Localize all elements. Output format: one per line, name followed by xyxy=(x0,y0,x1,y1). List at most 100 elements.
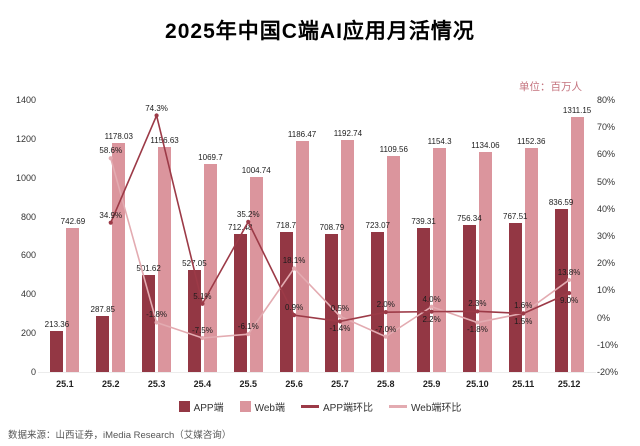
legend-label: APP端环比 xyxy=(323,403,374,414)
bar-app xyxy=(96,316,110,372)
bar-web xyxy=(387,156,401,372)
chart-plot: 0 200 400 600 800 1000 1200 1400 -20% -10% 0% 10% 20… xyxy=(0,62,640,394)
rate-label-web: -7.5% xyxy=(191,326,213,335)
legend: APP端 Web端 APP端环比 Web端环比 xyxy=(0,399,640,414)
x-axis-label: 25.11 xyxy=(512,379,535,389)
bar-web xyxy=(112,143,126,372)
bar-value-label-app: 723.07 xyxy=(365,220,390,230)
bar-value-label-app: 501.62 xyxy=(136,263,161,273)
y-axis-tick-left: 1200 xyxy=(15,133,36,144)
rate-label-web: -6.1% xyxy=(237,322,259,332)
y-axis-tick-right: 20% xyxy=(597,258,616,269)
x-axis-label: 25.10 xyxy=(466,379,489,389)
bar-web xyxy=(203,164,217,372)
bar-value-label-app: 213.36 xyxy=(44,319,70,329)
rate-label-app: 9.0% xyxy=(559,296,579,306)
rate-label-web: 13.8% xyxy=(557,268,581,278)
rate-label-web: 1.6% xyxy=(514,301,533,311)
rate-label-web: -1.8% xyxy=(146,310,168,320)
rate-label-app: -1.4% xyxy=(329,324,351,334)
x-axis-label: 25.3 xyxy=(147,379,166,389)
rate-label-app: 2.0% xyxy=(376,300,395,310)
rate-label-app: 0.9% xyxy=(284,303,304,313)
bar-value-label-web: 1069.7 xyxy=(198,153,223,163)
bar-value-label-web: 1154.3 xyxy=(427,136,452,146)
rate-label-app: 2.3% xyxy=(468,299,487,309)
bar-web xyxy=(249,176,263,372)
bar-app xyxy=(508,222,522,372)
rate-label-web: -7.0% xyxy=(375,324,397,334)
x-axis-label: 25.4 xyxy=(193,379,212,389)
y-axis-tick-right: 40% xyxy=(597,203,616,214)
rate-label-web: 58.6% xyxy=(99,146,123,156)
bar-value-label-app: 712.48 xyxy=(228,222,253,232)
y-axis-tick-left: 800 xyxy=(20,211,36,222)
bar-web xyxy=(570,117,584,372)
y-axis-tick-right: -20% xyxy=(597,367,619,377)
y-axis-tick-right: 80% xyxy=(597,95,616,105)
x-axis-line xyxy=(38,372,596,373)
rate-label-app: 2.2% xyxy=(422,314,441,324)
legend-item-2: APP端环比 xyxy=(301,399,373,414)
rate-line-app xyxy=(110,112,570,323)
bar-app xyxy=(233,233,247,372)
legend-line-swatch xyxy=(389,405,408,408)
bar-app xyxy=(187,269,201,372)
rate-label-web: 4.0% xyxy=(422,294,441,304)
bar-web xyxy=(433,147,447,372)
x-axis-label: 25.7 xyxy=(331,379,349,389)
x-axis-label: 25.8 xyxy=(376,379,395,389)
bar-value-label-app: 527.05 xyxy=(182,258,207,268)
bar-value-label-app: 739.31 xyxy=(411,217,436,227)
rate-label-app: 1.5% xyxy=(514,316,533,326)
chart-title: 2025年中国C端AI应用月活情况 xyxy=(165,20,475,43)
bar-value-label-app: 287.85 xyxy=(90,305,115,315)
bar-value-label-web: 1109.56 xyxy=(379,145,408,155)
y-axis-tick-left: 1000 xyxy=(15,172,36,183)
legend-item-0: APP端 xyxy=(178,399,224,414)
bar-value-label-app: 767.51 xyxy=(503,211,528,221)
y-axis-tick-left: 600 xyxy=(20,250,36,261)
bar-web xyxy=(66,227,80,372)
legend-bar-swatch xyxy=(178,401,190,412)
legend-item-1: Web端 xyxy=(239,399,285,414)
bar-value-label-web: 1186.47 xyxy=(287,130,317,140)
bar-app xyxy=(50,330,64,372)
legend-line-swatch xyxy=(301,405,319,408)
bar-value-label-web: 742.69 xyxy=(60,216,86,226)
bar-value-label-app: 756.34 xyxy=(457,214,482,224)
x-axis-label: 25.6 xyxy=(285,379,303,389)
y-axis-tick-right: 50% xyxy=(597,176,616,187)
bar-value-label-app: 708.79 xyxy=(319,223,345,233)
y-axis-tick-right: -10% xyxy=(597,339,619,350)
bar-app xyxy=(142,274,156,372)
y-axis-tick-right: 70% xyxy=(597,122,616,133)
y-axis-tick-right: 10% xyxy=(597,285,616,296)
y-axis-tick-left: 400 xyxy=(20,289,36,300)
legend-label: Web端 xyxy=(254,403,285,414)
bar-value-label-web: 1311.15 xyxy=(562,106,592,116)
rate-label-app: 74.3% xyxy=(145,103,168,113)
x-axis-label: 25.5 xyxy=(239,379,258,389)
y-axis-tick-right: 0% xyxy=(597,312,611,323)
bar-app xyxy=(554,209,568,372)
y-axis-tick-left: 0 xyxy=(30,367,36,377)
y-axis-tick-right: 30% xyxy=(597,231,616,241)
x-axis-label: 25.9 xyxy=(422,379,441,389)
data-source: 数据来源：山西证券，iMedia Research（艾媒咨询） xyxy=(8,430,232,441)
bar-value-label-web: 1152.36 xyxy=(517,137,546,147)
x-axis-label: 25.2 xyxy=(101,379,120,389)
bar-web xyxy=(341,140,355,372)
rate-label-app: 5.1% xyxy=(193,291,212,301)
rate-point xyxy=(154,113,159,118)
bar-value-label-web: 1004.74 xyxy=(241,165,271,175)
legend-item-3: Web端环比 xyxy=(389,399,461,414)
legend-bar-swatch xyxy=(239,401,251,412)
bar-value-label-app: 718.7 xyxy=(276,221,297,231)
unit-label: 单位：百万人 xyxy=(519,81,582,93)
y-axis-tick-left: 1400 xyxy=(15,95,36,105)
bar-app xyxy=(325,234,339,372)
bar-web xyxy=(478,151,492,372)
rate-label-app: 34.9% xyxy=(99,210,123,220)
